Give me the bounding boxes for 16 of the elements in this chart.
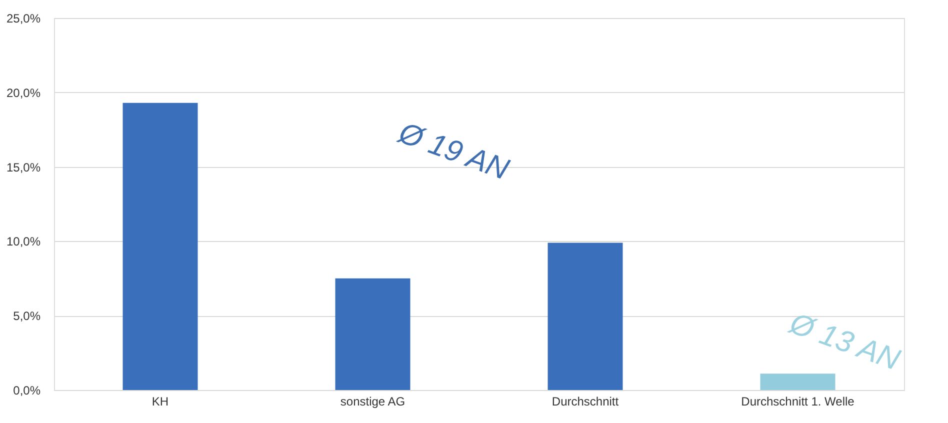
bar	[760, 374, 836, 390]
annotation: Ø 13 AN	[784, 306, 904, 378]
y-tick-label: 25,0%	[6, 12, 41, 26]
bar	[122, 102, 198, 390]
x-tick-label: Durchschnitt	[552, 394, 620, 408]
y-tick-label: 15,0%	[6, 160, 41, 174]
bar	[335, 278, 410, 390]
x-tick-label: sonstige AG	[340, 394, 406, 408]
x-tick-label: Durchschnitt 1. Welle	[741, 394, 855, 408]
annotation: Ø 19 AN	[394, 116, 514, 187]
bar	[548, 242, 623, 390]
y-tick-label: 10,0%	[6, 234, 41, 249]
y-tick-label: 0,0%	[13, 384, 41, 398]
x-tick-label: KH	[152, 394, 169, 408]
y-tick-label: 5,0%	[13, 309, 41, 324]
y-tick-label: 20,0%	[6, 86, 41, 100]
